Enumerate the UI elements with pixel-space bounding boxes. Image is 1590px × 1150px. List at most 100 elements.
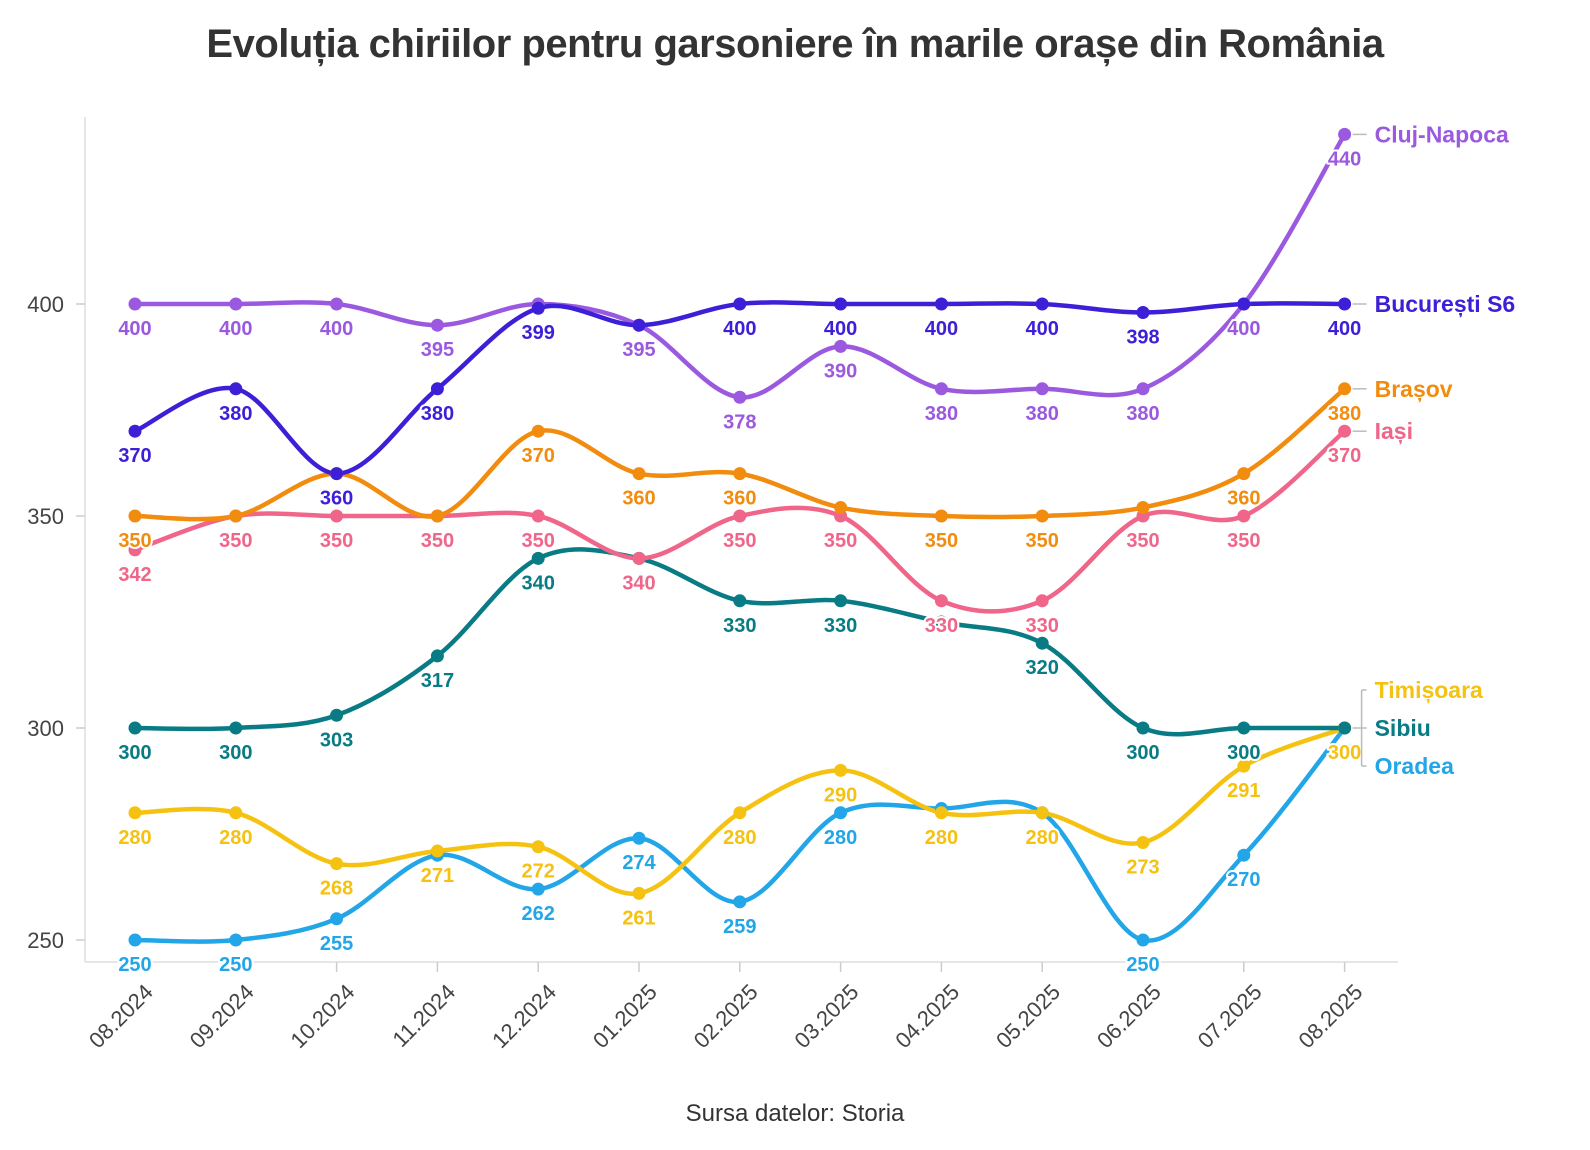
series-label-cluj-napoca: Cluj-Napoca: [1375, 121, 1509, 147]
data-label-oradea: 262: [522, 903, 555, 925]
data-point-sibiu: [330, 708, 344, 722]
data-point-bucuresti-s6: [128, 424, 142, 438]
data-point-iasi: [330, 509, 344, 523]
data-label-oradea: 250: [1126, 954, 1159, 976]
data-label-bucuresti-s6: 400: [1026, 318, 1059, 340]
data-label-iasi: 350: [723, 530, 756, 552]
x-tick-label: 12.2024: [487, 979, 561, 1053]
x-tick-label: 08.2024: [84, 979, 158, 1053]
data-point-oradea: [229, 933, 243, 947]
data-point-cluj-napoca: [330, 297, 344, 311]
y-tick-label: 400: [27, 292, 64, 317]
x-tick-label: 01.2025: [588, 979, 662, 1053]
data-point-brasov: [632, 467, 646, 481]
data-point-bucuresti-s6: [834, 297, 848, 311]
data-point-sibiu: [1136, 721, 1150, 735]
series-label-iasi: Iași: [1375, 418, 1413, 445]
data-label-cluj-napoca: 400: [1227, 318, 1260, 340]
data-point-cluj-napoca: [834, 339, 848, 353]
data-point-brasov: [128, 509, 142, 523]
data-label-timisoara: 280: [925, 827, 958, 849]
data-point-iasi: [531, 509, 545, 523]
data-label-cluj-napoca: 380: [1026, 403, 1059, 425]
data-label-sibiu: 303: [320, 729, 353, 751]
chart-source: Sursa datelor: Storia: [685, 1100, 905, 1127]
data-label-bucuresti-s6: 400: [1328, 318, 1361, 340]
data-point-brasov: [1136, 501, 1150, 515]
data-point-timisoara: [733, 806, 747, 820]
data-point-bucuresti-s6: [1136, 305, 1150, 319]
data-label-sibiu: 300: [1227, 742, 1260, 764]
data-point-timisoara: [1136, 835, 1150, 849]
data-label-cluj-napoca: 378: [723, 411, 756, 433]
data-label-iasi: 350: [1126, 530, 1159, 552]
data-label-iasi: 350: [1227, 530, 1260, 552]
data-label-sibiu: 320: [1026, 657, 1059, 679]
x-tick-label: 09.2024: [185, 979, 259, 1053]
data-label-cluj-napoca: 380: [925, 403, 958, 425]
data-point-bucuresti-s6: [934, 297, 948, 311]
data-point-sibiu: [733, 594, 747, 608]
x-tick-label: 03.2025: [790, 979, 864, 1053]
data-label-oradea: 250: [219, 954, 252, 976]
data-label-brasov: 360: [723, 488, 756, 510]
data-label-timisoara: 268: [320, 878, 353, 900]
data-point-timisoara: [834, 763, 848, 777]
data-label-iasi: 350: [824, 530, 857, 552]
x-tick-label: 10.2024: [286, 979, 360, 1053]
data-label-iasi: 350: [219, 530, 252, 552]
x-tick-label: 04.2025: [890, 979, 964, 1053]
data-label-timisoara: 291: [1227, 780, 1260, 802]
data-point-sibiu: [430, 649, 444, 663]
data-point-brasov: [1338, 382, 1352, 396]
data-label-iasi: 370: [1328, 445, 1361, 467]
data-label-bucuresti-s6: 360: [320, 488, 353, 510]
data-label-sibiu: 300: [118, 742, 151, 764]
data-label-brasov: 360: [1227, 488, 1260, 510]
data-label-cluj-napoca: 395: [622, 339, 655, 361]
data-point-oradea: [733, 895, 747, 909]
data-point-cluj-napoca: [128, 297, 142, 311]
data-label-oradea: 280: [824, 827, 857, 849]
data-point-sibiu: [834, 594, 848, 608]
data-label-timisoara: 271: [421, 865, 454, 887]
y-tick-label: 350: [27, 504, 64, 529]
data-label-iasi: 350: [320, 530, 353, 552]
data-point-timisoara: [531, 840, 545, 854]
data-point-sibiu: [531, 551, 545, 565]
data-point-brasov: [733, 467, 747, 481]
data-point-brasov: [430, 509, 444, 523]
data-label-oradea: 259: [723, 916, 756, 938]
data-label-oradea: 255: [320, 933, 353, 955]
data-point-brasov: [531, 424, 545, 438]
series-line-cluj-napoca: [132, 132, 1347, 400]
data-point-bucuresti-s6: [330, 467, 344, 481]
data-label-timisoara: 272: [522, 861, 555, 883]
x-tick-label: 05.2025: [991, 979, 1065, 1053]
data-label-bucuresti-s6: 398: [1126, 326, 1159, 348]
data-point-cluj-napoca: [229, 297, 243, 311]
data-point-sibiu: [1035, 636, 1049, 650]
data-label-bucuresti-s6: 400: [723, 318, 756, 340]
data-point-iasi: [1338, 424, 1352, 438]
data-point-oradea: [1136, 933, 1150, 947]
data-label-cluj-napoca: 395: [421, 339, 454, 361]
data-label-brasov: 350: [1026, 530, 1059, 552]
series-points: [128, 127, 1352, 947]
x-tick-label: 06.2025: [1092, 979, 1166, 1053]
data-point-oradea: [128, 933, 142, 947]
data-point-cluj-napoca: [1035, 382, 1049, 396]
data-point-timisoara: [934, 806, 948, 820]
data-label-timisoara: 280: [723, 827, 756, 849]
data-point-cluj-napoca: [430, 318, 444, 332]
data-label-iasi: 330: [1026, 615, 1059, 637]
data-label-timisoara: 273: [1126, 856, 1159, 878]
data-point-oradea: [1237, 848, 1251, 862]
data-label-timisoara: 300: [1328, 742, 1361, 764]
data-point-bucuresti-s6: [430, 382, 444, 396]
data-point-oradea: [632, 831, 646, 845]
chart-title: Evoluția chiriilor pentru garsoniere în …: [206, 22, 1384, 66]
data-point-sibiu: [128, 721, 142, 735]
data-label-bucuresti-s6: 400: [824, 318, 857, 340]
data-point-oradea: [330, 912, 344, 926]
